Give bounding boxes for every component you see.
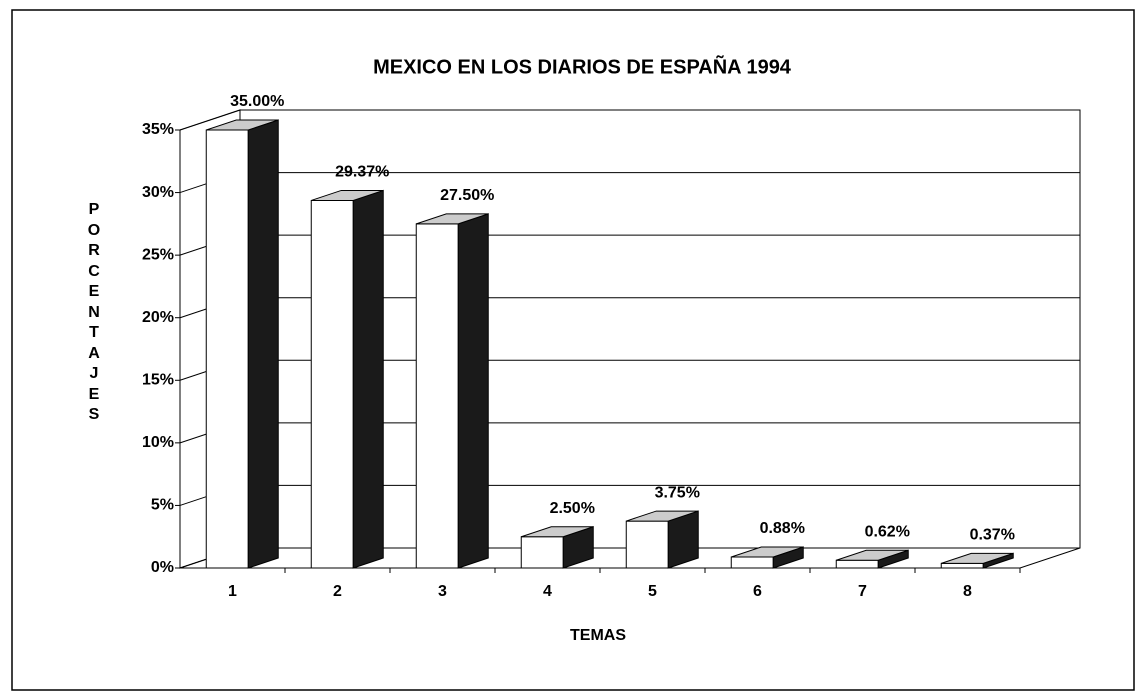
bar-top	[521, 526, 594, 538]
value-label: 27.50%	[440, 187, 494, 204]
bar-front	[205, 129, 249, 569]
grid-line	[179, 109, 241, 131]
y-axis-label: PORCENTAJES	[87, 201, 101, 423]
bar	[730, 546, 804, 569]
x-axis-label: TEMAS	[570, 627, 626, 644]
y-tick-label: 0%	[151, 559, 174, 576]
x-tick-label: 5	[648, 583, 657, 600]
bar-front	[835, 559, 879, 569]
value-label: 2.50%	[550, 500, 595, 517]
x-tick-label: 3	[438, 583, 447, 600]
bar	[835, 549, 909, 569]
bar-top	[206, 119, 279, 131]
y-tick-label: 30%	[142, 184, 174, 201]
bar-front	[940, 562, 984, 569]
frame	[11, 9, 1135, 691]
x-tick-label: 7	[858, 583, 867, 600]
bar-top	[416, 213, 489, 225]
bar	[625, 510, 699, 569]
y-tick-label: 10%	[142, 434, 174, 451]
bar	[940, 552, 1014, 569]
value-label: 0.37%	[970, 527, 1015, 544]
value-label: 29.37%	[335, 164, 389, 181]
x-tick-label: 8	[963, 583, 972, 600]
bar-side	[457, 213, 489, 569]
bar-top	[311, 189, 384, 201]
bar	[415, 213, 489, 569]
y-tick-label: 25%	[142, 246, 174, 263]
x-tick-label: 6	[753, 583, 762, 600]
value-label: 0.62%	[865, 523, 910, 540]
bar	[205, 119, 279, 569]
x-tick-label: 2	[333, 583, 342, 600]
bar	[520, 526, 594, 569]
bar-front	[625, 520, 669, 569]
bar-front	[520, 536, 564, 569]
y-tick-label: 20%	[142, 309, 174, 326]
bar-front	[310, 199, 354, 569]
bar-front	[415, 223, 459, 569]
y-tick-label: 5%	[151, 497, 174, 514]
bar-side	[352, 189, 384, 569]
chart-title: MEXICO EN LOS DIARIOS DE ESPAÑA 1994	[373, 55, 792, 78]
bar-front	[730, 556, 774, 569]
bar-top	[626, 510, 699, 522]
y-tick-label: 35%	[142, 121, 174, 138]
value-label: 0.88%	[760, 520, 805, 537]
bar	[310, 189, 384, 569]
bar-side	[247, 119, 279, 569]
y-tick-label: 15%	[142, 372, 174, 389]
value-label: 35.00%	[230, 93, 284, 110]
bar-top	[941, 552, 1014, 564]
value-label: 3.75%	[655, 484, 700, 501]
bar-top	[836, 549, 909, 561]
x-tick-label: 1	[228, 583, 237, 600]
x-tick-label: 4	[543, 583, 552, 600]
bar-top	[731, 546, 804, 558]
